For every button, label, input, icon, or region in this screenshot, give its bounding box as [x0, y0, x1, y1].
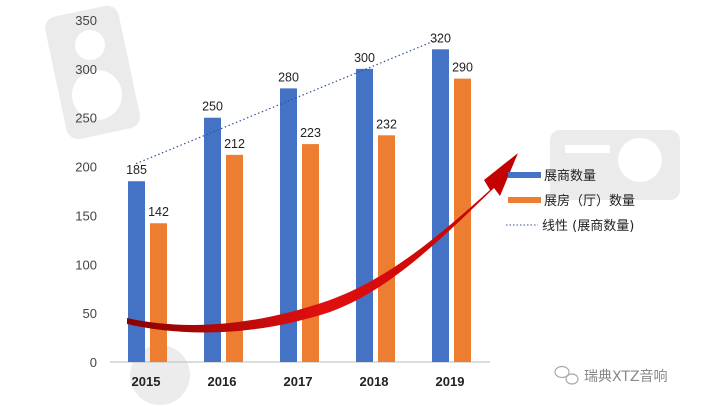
x-tick-label: 2015	[132, 374, 161, 389]
y-tick-label: 300	[75, 62, 97, 77]
data-label-series-1: 185	[126, 163, 147, 177]
legend-label-series-2: 展房（厅）数量	[544, 193, 635, 209]
y-tick-label: 150	[75, 208, 97, 223]
x-tick-label: 2017	[284, 374, 313, 389]
data-label-series-1: 300	[354, 51, 375, 65]
watermark: 瑞典XTZ音响	[554, 365, 668, 385]
y-tick-label: 50	[83, 306, 97, 321]
bar-series-1	[128, 181, 145, 362]
legend: 展商数量 展房（厅）数量 线性 (展商数量)	[506, 169, 635, 234]
data-label-series-2: 223	[300, 126, 321, 140]
y-tick-label: 100	[75, 257, 97, 272]
trendline	[135, 38, 441, 165]
bar-series-2	[454, 78, 471, 362]
y-tick-label: 0	[90, 355, 97, 370]
data-label-series-2: 142	[148, 205, 169, 219]
watermark-text: 瑞典XTZ音响	[584, 368, 668, 385]
x-tick-label: 2019	[436, 374, 465, 389]
x-tick-label: 2018	[360, 374, 389, 389]
legend-swatch-series-1	[508, 172, 541, 178]
bar-series-2	[150, 223, 167, 362]
y-tick-label: 350	[75, 13, 97, 28]
data-label-series-1: 320	[430, 31, 451, 45]
bar-series-1	[356, 68, 373, 362]
data-label-series-2: 290	[452, 61, 473, 75]
wechat-icon	[554, 365, 579, 385]
data-label-series-2: 232	[376, 117, 397, 131]
bar-series-2	[226, 154, 243, 362]
y-tick-label: 200	[75, 160, 97, 175]
bar-series-2	[378, 135, 395, 362]
bar-series-1	[432, 49, 449, 363]
y-tick-label: 250	[75, 111, 97, 126]
data-label-series-2: 212	[224, 137, 245, 151]
bar-series-1	[204, 117, 221, 362]
x-tick-label: 2016	[208, 374, 237, 389]
bar-series-2	[302, 144, 319, 362]
data-label-series-1: 280	[278, 70, 299, 84]
legend-swatch-series-2	[508, 197, 541, 203]
data-label-series-1: 250	[202, 100, 223, 114]
speaker-watermark-icon	[45, 5, 680, 405]
legend-label-trendline: 线性 (展商数量)	[542, 219, 634, 234]
bar-series-1	[280, 88, 297, 363]
legend-label-series-1: 展商数量	[544, 169, 596, 184]
